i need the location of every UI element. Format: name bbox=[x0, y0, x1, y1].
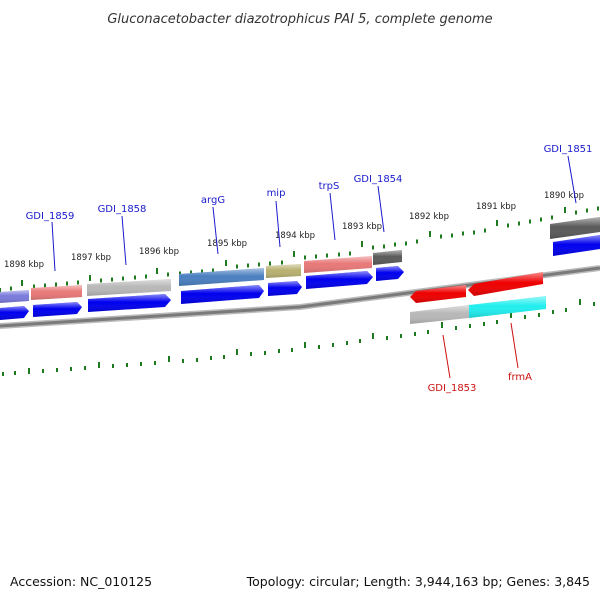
scale-track-outer bbox=[0, 206, 599, 292]
feature-gloss bbox=[0, 217, 600, 324]
scale-label: 1895 kbp bbox=[207, 239, 247, 249]
label-leaders-forward bbox=[51, 155, 577, 272]
gene-label[interactable]: argG bbox=[201, 195, 225, 206]
scale-label: 1894 kbp bbox=[275, 231, 315, 241]
label-leaders-reverse bbox=[442, 322, 519, 379]
gene-label[interactable]: GDI_1853 bbox=[428, 383, 477, 394]
gene-label[interactable]: GDI_1854 bbox=[354, 174, 403, 185]
accession-label: Accession: NC_010125 bbox=[10, 574, 152, 589]
scale-label: 1891 kbp bbox=[476, 202, 516, 212]
gene-label[interactable]: trpS bbox=[319, 181, 340, 192]
genome-summary: Topology: circular; Length: 3,944,163 bp… bbox=[246, 574, 590, 589]
scale-label: 1898 kbp bbox=[4, 260, 44, 270]
scale-label: 1896 kbp bbox=[139, 247, 179, 257]
scale-label: 1893 kbp bbox=[342, 222, 382, 232]
scale-label: 1897 kbp bbox=[71, 253, 111, 263]
gene-label[interactable]: GDI_1851 bbox=[544, 144, 593, 155]
gene-label[interactable]: GDI_1859 bbox=[26, 211, 75, 222]
scale-label: 1890 kbp bbox=[544, 191, 584, 201]
map-title: Gluconacetobacter diazotrophicus PAI 5, … bbox=[107, 12, 492, 27]
scale-label: 1892 kbp bbox=[409, 212, 449, 222]
gene-label[interactable]: frmA bbox=[508, 372, 532, 383]
scale-track-inner bbox=[2, 299, 595, 376]
gene-label[interactable]: mip bbox=[267, 188, 286, 199]
gene-label[interactable]: GDI_1858 bbox=[98, 204, 147, 215]
